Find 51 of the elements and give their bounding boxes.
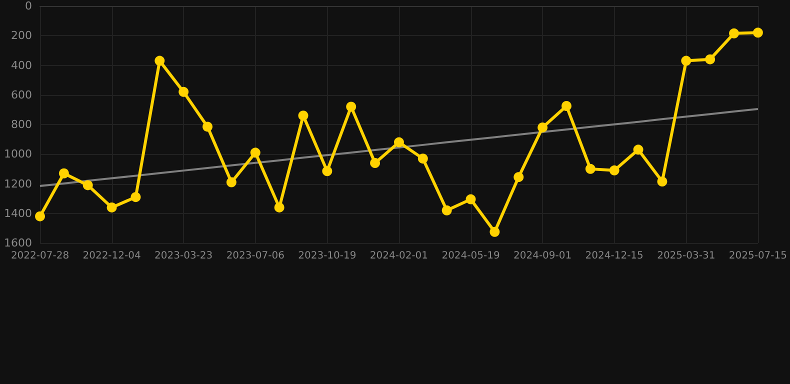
x-tick-label: 2022-07-28 [10,250,70,262]
point [58,168,69,178]
point [514,172,524,182]
y-tick-label: 600 [11,88,32,102]
point [346,102,356,112]
point [226,177,236,188]
point [322,166,332,176]
y-tick-label: 400 [11,58,32,72]
point [681,56,692,66]
x-tick-label: 2025-03-31 [657,250,716,262]
point [609,165,620,176]
point [418,154,428,164]
y-tick-label: 800 [11,118,32,131]
point [752,28,763,38]
point [274,202,284,212]
point [130,192,141,202]
y-tick-label: 200 [11,29,32,42]
point [250,148,260,158]
point [633,144,644,155]
point [35,211,45,222]
point [729,28,740,38]
point [442,205,452,216]
point [585,164,596,174]
point [657,176,668,187]
x-tick-label: 2024-05-19 [442,250,500,262]
point [106,202,117,212]
point [394,137,404,148]
point [466,194,476,204]
y-tick-label: 1200 [4,177,32,190]
x-tick-label: 2022-12-04 [82,250,141,262]
point [298,110,308,121]
point [178,86,189,97]
x-tick-label: 2023-10-19 [298,250,356,262]
point [202,122,213,132]
x-tick-label: 2024-02-01 [370,250,428,262]
point [705,54,716,64]
x-tick-label: 2025-07-15 [728,250,788,262]
x-tick-label: 2024-09-01 [513,250,572,262]
point [370,158,380,168]
y-tick-label: 1600 [4,236,32,250]
y-tick-label: 1000 [4,148,32,161]
point [82,180,93,190]
point [538,122,548,132]
x-tick-label: 2024-12-15 [585,250,644,262]
y-tick-label: 0 [25,0,32,12]
x-tick-label: 2023-07-06 [226,250,284,262]
x-tick-label: 2023-03-23 [154,250,213,262]
point [562,100,572,111]
y-tick-label: 1400 [4,206,32,220]
point [154,56,165,66]
point [490,226,500,237]
